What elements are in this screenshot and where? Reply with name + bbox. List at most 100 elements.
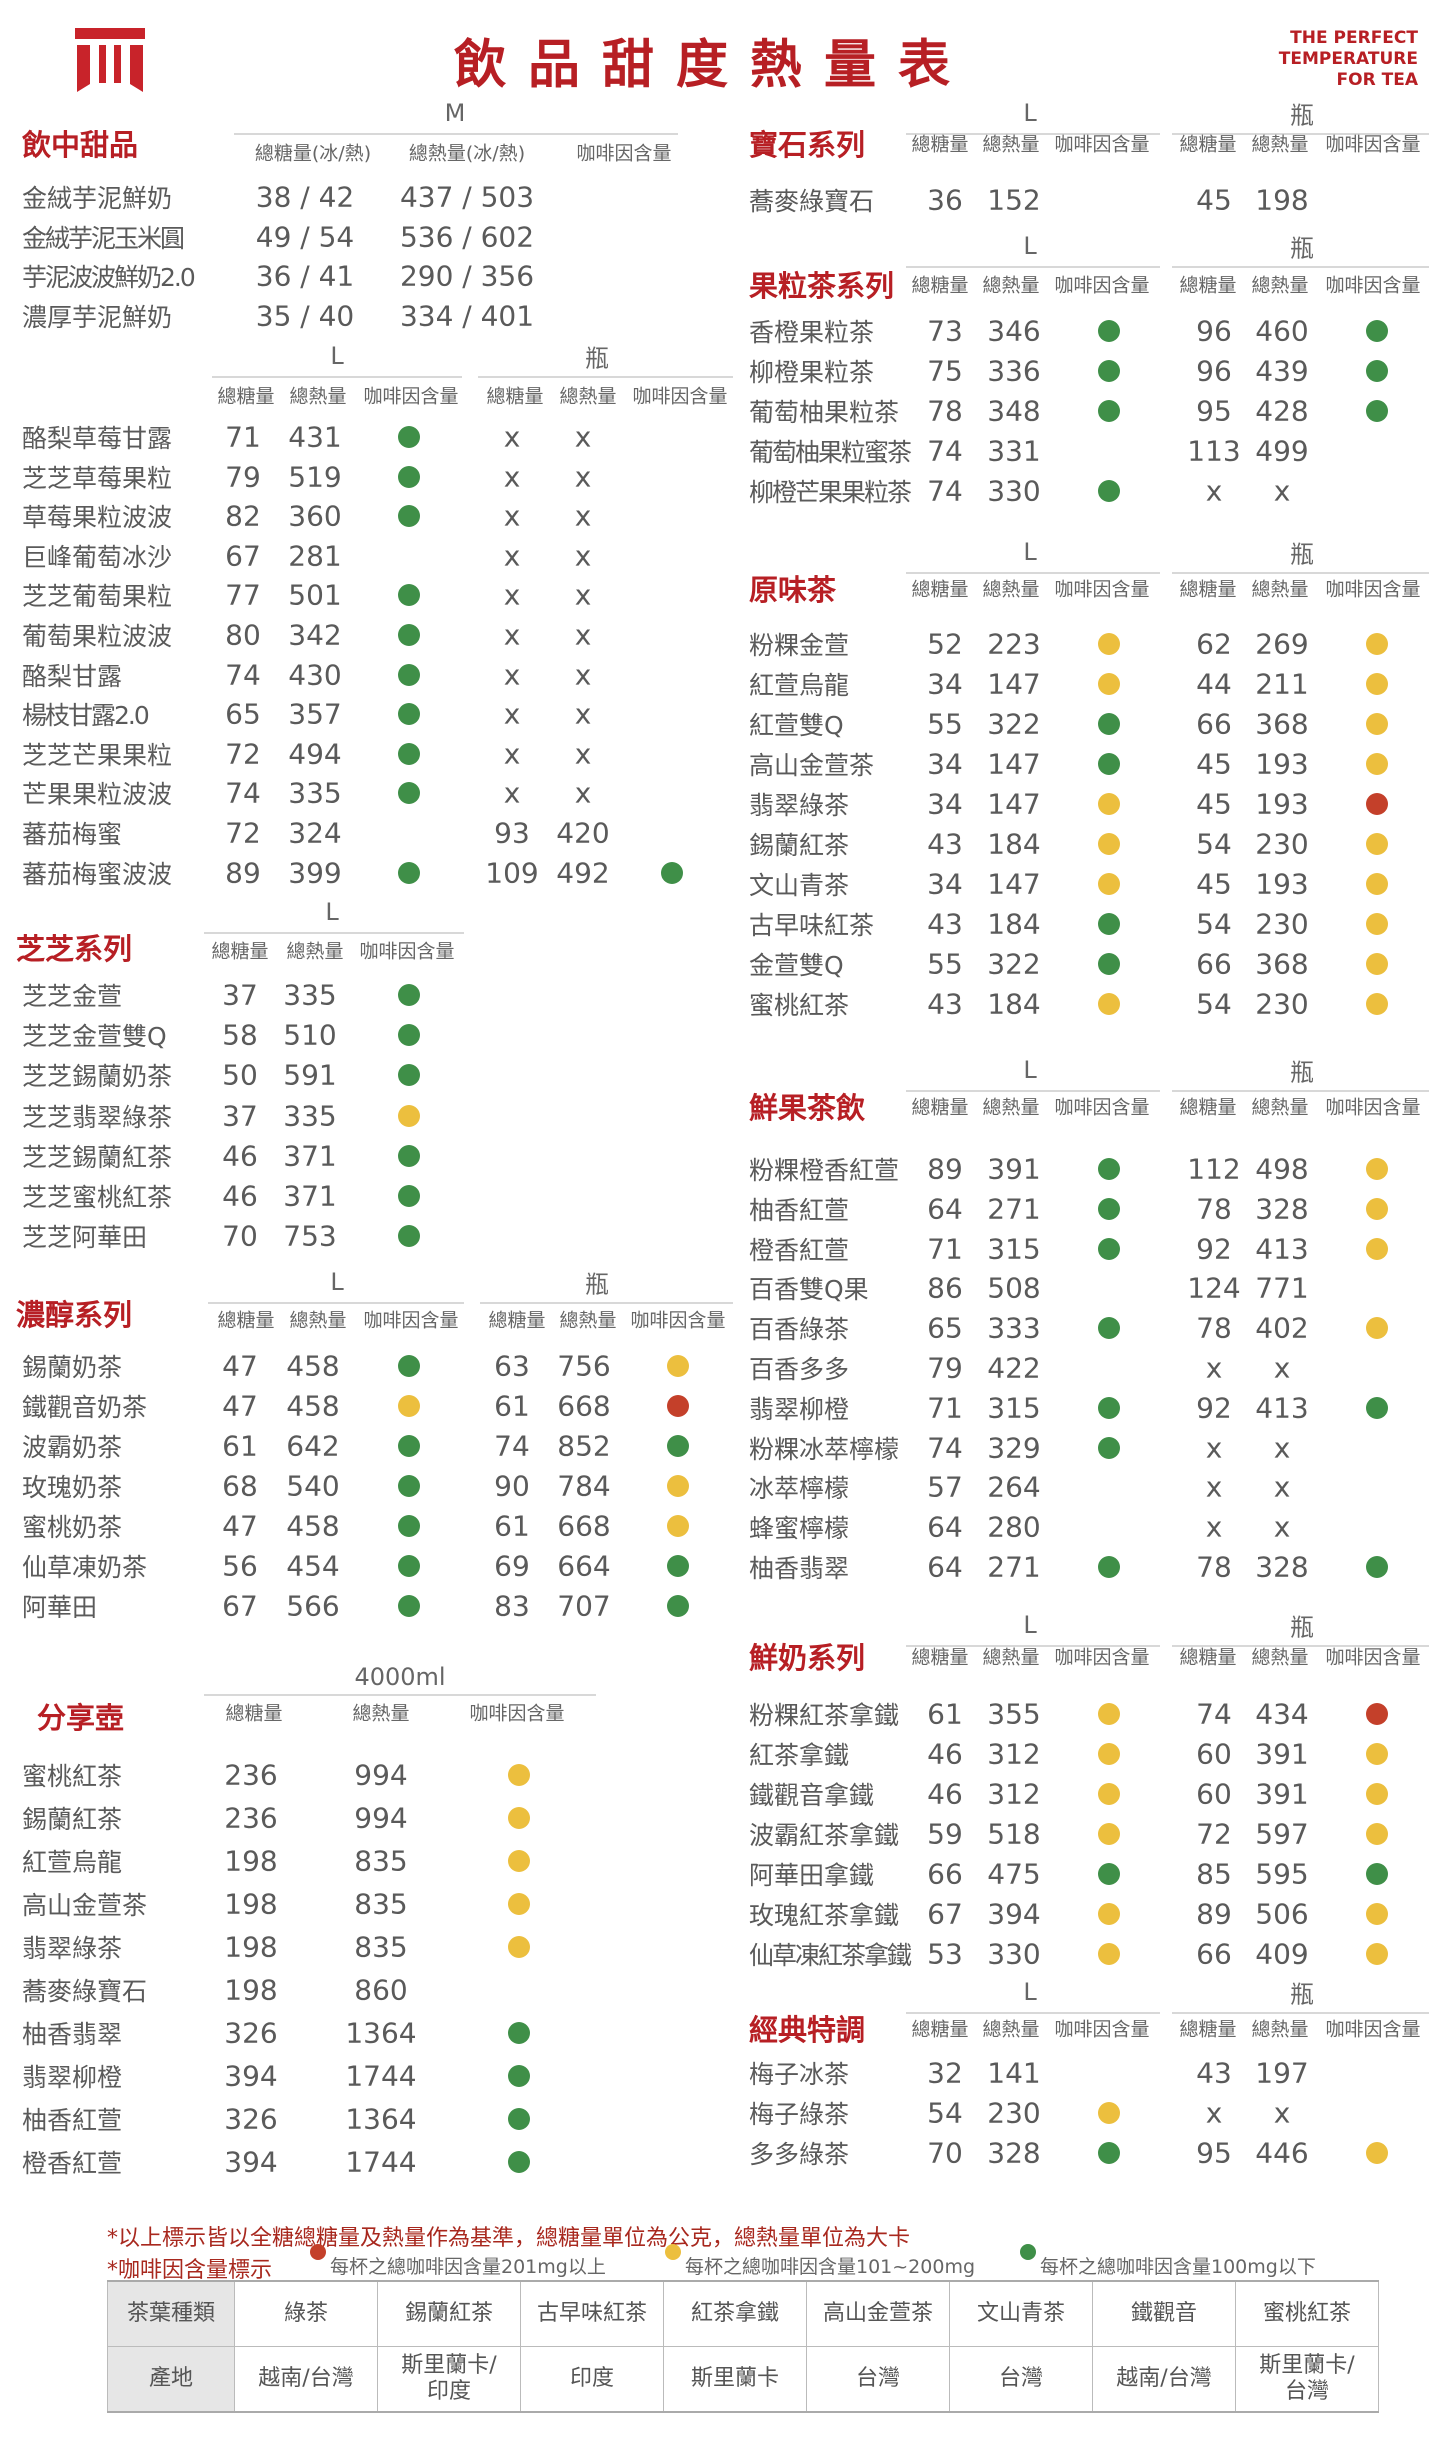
tagline-line: TEMPERATURE: [1278, 49, 1418, 69]
caffeine-low-dot-icon: [398, 426, 420, 448]
sugar-value: 67: [225, 539, 261, 573]
size-label: 瓶: [1290, 540, 1314, 569]
drink-name: 金萱雙Q: [749, 951, 844, 980]
calorie-value: 1364: [345, 2102, 417, 2136]
caffeine-low-dot-icon: [1098, 480, 1120, 502]
tea-type-cell: 蜜桃紅茶: [1235, 2280, 1379, 2347]
drink-name: 多多綠茶: [749, 2140, 850, 2169]
sugar-value: 73: [927, 314, 963, 348]
caffeine-mid-dot-icon: [508, 1893, 530, 1915]
sugar-value: 109: [485, 856, 539, 890]
size-divider: [478, 376, 733, 378]
calorie-value: 330: [987, 474, 1041, 508]
sugar-value: 54: [1196, 907, 1232, 941]
column-header: 總熱量: [1251, 1646, 1309, 1669]
caffeine-mid-dot-icon: [667, 1515, 689, 1537]
drink-name: 玫瑰紅茶拿鐵: [749, 1901, 900, 1930]
sugar-value: 80: [225, 618, 261, 652]
caffeine-low-dot-icon: [1366, 1863, 1388, 1885]
origin-cell: 台灣: [806, 2346, 950, 2413]
calorie-value: 184: [987, 907, 1041, 941]
drink-name: 橙香紅萱: [749, 1235, 850, 1265]
column-header: 咖啡因含量: [1325, 578, 1421, 601]
sugar-value: x: [503, 697, 521, 731]
column-header: 總糖量: [911, 2018, 969, 2041]
drink-name: 柚香翡翠: [22, 2020, 123, 2049]
calorie-value: 431: [288, 420, 342, 454]
column-header: 總熱量: [1251, 578, 1309, 601]
caffeine-low-dot-icon: [1366, 360, 1388, 382]
calorie-value: 324: [288, 816, 342, 850]
drink-name: 楊枝甘露2.0: [22, 701, 150, 731]
section-title: 寶石系列: [749, 128, 866, 162]
sugar-value: 34: [927, 787, 963, 821]
caffeine-low-dot-icon: [1098, 2142, 1120, 2164]
caffeine-mid-dot-icon: [1098, 793, 1120, 815]
column-header: 咖啡因含量: [1054, 1646, 1150, 1669]
caffeine-low-dot-icon: [398, 1144, 420, 1167]
column-header: 總糖量: [911, 133, 969, 156]
calorie-value: x: [574, 697, 592, 731]
section-title: 鮮果茶飲: [749, 1091, 866, 1125]
sugar-value: 74: [225, 658, 261, 692]
sugar-value: 36: [927, 183, 963, 217]
drink-name: 冰萃檸檬: [749, 1474, 850, 1504]
calorie-value: 357: [288, 697, 342, 731]
sugar-value: x: [503, 499, 521, 533]
drink-name: 葡萄柚果粒茶: [749, 398, 900, 427]
column-header: 咖啡因含量: [363, 1309, 459, 1332]
calorie-value: 460: [1255, 314, 1309, 348]
calorie-value: x: [1273, 1470, 1291, 1504]
calorie-value: x: [574, 578, 592, 612]
caffeine-mid-dot-icon: [1098, 633, 1120, 655]
sugar-value: 74: [494, 1429, 530, 1463]
caffeine-mid-dot-icon: [667, 1475, 689, 1497]
caffeine-mid-dot-icon: [1366, 713, 1388, 735]
sugar-value: 66: [1196, 947, 1232, 981]
size-divider: [208, 1302, 464, 1304]
sugar-value: 89: [225, 856, 261, 890]
calorie-value: 230: [1255, 987, 1309, 1021]
sugar-value: 47: [222, 1349, 258, 1383]
sugar-value: x: [503, 618, 521, 652]
sugar-value: 34: [927, 747, 963, 781]
sugar-value: 37: [222, 1099, 258, 1133]
column-header: 總熱量: [289, 385, 347, 408]
calorie-value: 312: [987, 1777, 1041, 1811]
caffeine-mid-dot-icon: [1098, 2102, 1120, 2124]
column-header: 總熱量: [286, 940, 344, 963]
column-header: 總熱量: [352, 1702, 410, 1725]
column-header: 總熱量: [982, 2018, 1040, 2041]
origin-cell: 越南/台灣: [234, 2346, 378, 2413]
drink-name: 翡翠柳橙: [749, 1394, 850, 1424]
sugar-value: 79: [225, 460, 261, 494]
calorie-value: 346: [987, 314, 1041, 348]
section-title: 果粒茶系列: [749, 269, 895, 303]
caffeine-low-dot-icon: [1098, 1396, 1120, 1419]
caffeine-low-dot-icon: [661, 861, 683, 884]
drink-name: 粉粿紅茶拿鐵: [749, 1701, 900, 1730]
calorie-value: 198: [1255, 183, 1309, 217]
calorie-value: 280: [987, 1510, 1041, 1544]
drink-name: 錫蘭紅茶: [749, 831, 850, 860]
calorie-value: 994: [354, 1801, 408, 1835]
brand-logo-icon: [75, 28, 145, 92]
column-header: 總熱量: [559, 1309, 617, 1332]
caffeine-low-dot-icon: [398, 861, 420, 884]
size-divider: [1172, 133, 1429, 135]
drink-name: 柚香紅萱: [749, 1195, 850, 1225]
calorie-value: 230: [1255, 827, 1309, 861]
calorie-value: 402: [1255, 1311, 1309, 1345]
calorie-value: 399: [288, 856, 342, 890]
sugar-value: 86: [927, 1271, 963, 1305]
tagline-line: FOR TEA: [1336, 70, 1418, 90]
calorie-value: 328: [1255, 1192, 1309, 1226]
section-title: 鮮奶系列: [749, 1641, 866, 1675]
calorie-value: 147: [987, 867, 1041, 901]
calorie-value: 784: [557, 1469, 611, 1503]
sugar-value: 394: [224, 2145, 278, 2179]
sugar-value: 112: [1187, 1152, 1241, 1186]
caffeine-mid-dot-icon: [508, 1807, 530, 1829]
column-header: 總熱量(冰/熱): [408, 142, 526, 165]
caffeine-low-dot-icon: [398, 742, 420, 765]
